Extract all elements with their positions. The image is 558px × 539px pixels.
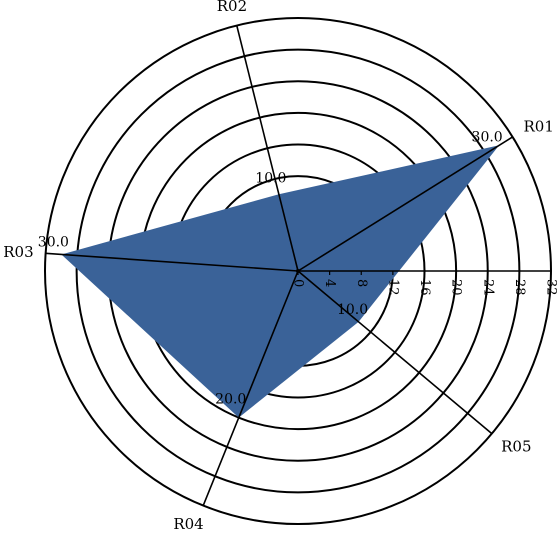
radial-tick-label: 0 <box>291 279 306 287</box>
radial-tick-label: 32 <box>544 279 558 296</box>
value-label: 10.0 <box>255 170 286 186</box>
radial-tick-label: 28 <box>512 279 527 296</box>
radial-tick-label: 12 <box>385 279 400 296</box>
spoke-line <box>202 270 299 506</box>
radial-axis: 0 4 8 12 16 20 24 28 32 <box>291 269 558 296</box>
category-label-r02: R02 <box>217 0 247 15</box>
angular-spokes <box>45 25 513 506</box>
radial-tick-label: 4 <box>322 279 337 287</box>
value-label: 20.0 <box>215 392 246 408</box>
value-label: 10.0 <box>337 302 368 318</box>
spoke-line <box>236 25 299 272</box>
category-labels: R01 R02 R03 R04 R05 <box>3 0 554 533</box>
spoke-line <box>297 270 493 435</box>
spoke-line <box>297 136 513 272</box>
category-label-r05: R05 <box>501 437 531 455</box>
radial-tick-label: 16 <box>417 279 432 296</box>
category-label-r04: R04 <box>173 515 203 533</box>
category-label-r03: R03 <box>3 243 33 261</box>
category-label-r01: R01 <box>524 117 554 135</box>
radial-tick-label: 24 <box>480 279 495 296</box>
spoke-line <box>45 252 299 272</box>
value-label: 30.0 <box>472 129 503 145</box>
value-label: 30.0 <box>38 234 69 250</box>
radial-tick-label: 20 <box>449 279 464 296</box>
value-labels: 30.0 10.0 30.0 20.0 10.0 <box>38 129 503 407</box>
radial-tick-label: 8 <box>354 279 369 287</box>
